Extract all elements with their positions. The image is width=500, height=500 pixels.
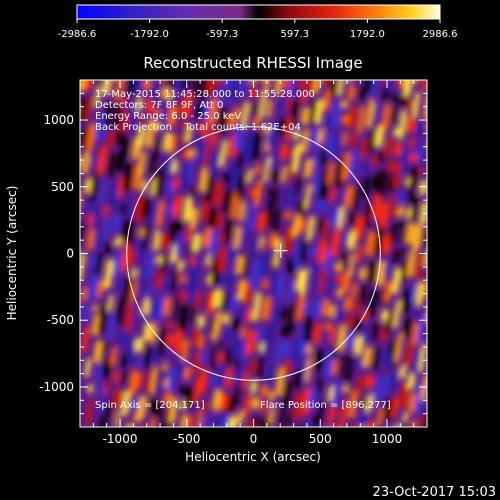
colorbar-tick-label: -2986.6 <box>58 29 97 40</box>
overlay-line-1: 17-May-2015 11:45:28.000 to 11:55:28.000 <box>95 89 315 100</box>
overlay-line-4: Back Projection Total counts: 1.62E+04 <box>95 122 301 133</box>
y-tick-label: -500 <box>47 313 74 327</box>
colorbar-tick-label: -597.3 <box>206 29 238 40</box>
x-tick-label: -500 <box>173 432 200 446</box>
colorbar <box>76 4 441 20</box>
timestamp: 23-Oct-2017 15:03 <box>373 485 496 500</box>
spin-axis-label: Spin Axis = [204,171] <box>95 400 205 411</box>
colorbar-tick-label: -1792.0 <box>130 29 169 40</box>
x-axis-label: Heliocentric X (arcsec) <box>185 450 321 464</box>
y-tick-label: 1000 <box>43 113 74 127</box>
axis-ticks: -1000 -500 0 500 1000 -1000 -500 0 500 1000 <box>39 80 427 446</box>
overlay-line-2: Detectors: 7F 8F 9F, Att 0 <box>95 100 223 111</box>
solar-disk-circle <box>126 126 381 381</box>
image-pattern <box>80 80 427 427</box>
x-tick-label: 0 <box>250 432 258 446</box>
x-tick-label: 1000 <box>372 432 403 446</box>
y-tick-label: 0 <box>66 247 74 261</box>
x-tick-label: -1000 <box>103 432 138 446</box>
x-tick-label: 500 <box>309 432 332 446</box>
flare-marker-cross <box>273 243 288 258</box>
colorbar-tick-label: 2986.6 <box>423 29 458 40</box>
y-tick-label: 500 <box>51 180 74 194</box>
y-tick-label: -1000 <box>39 380 74 394</box>
flare-position-label: Flare Position = [896,277] <box>260 400 391 411</box>
overlay-line-3: Energy Range: 6.0 - 25.0 keV <box>95 111 241 122</box>
colorbar-ticks: -2986.6 -1792.0 -597.3 597.3 1792.0 2986.6 <box>58 19 458 40</box>
colorbar-tick-label: 1792.0 <box>350 29 385 40</box>
colorbar-tick-label: 597.3 <box>280 29 309 40</box>
y-axis-label: Heliocentric Y (arcsec) <box>5 186 19 321</box>
image-title: Reconstructed RHESSI Image <box>143 54 362 72</box>
